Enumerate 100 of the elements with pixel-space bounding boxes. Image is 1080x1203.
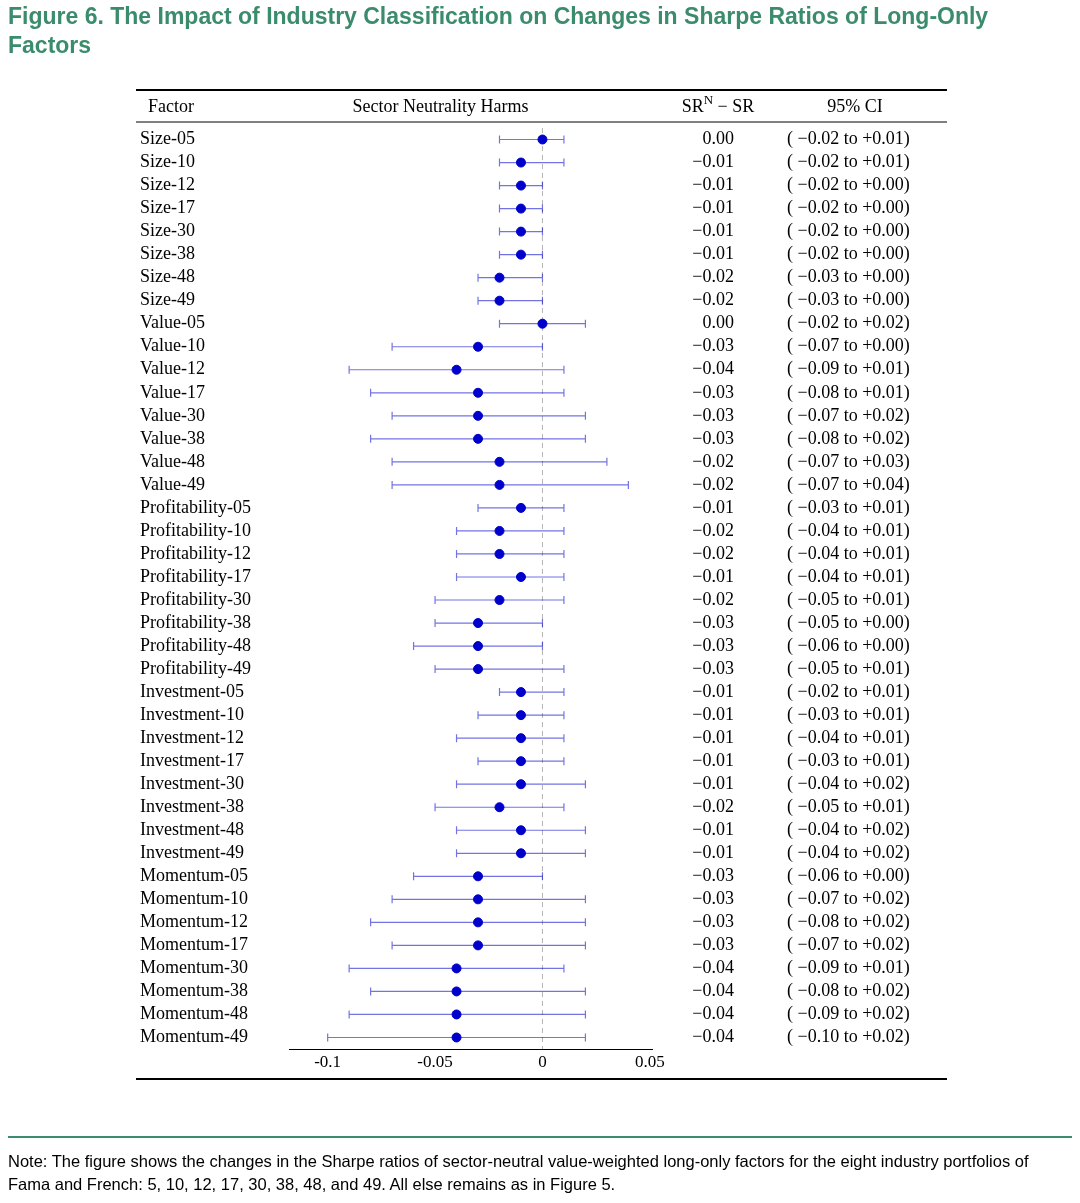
data-label: −0.01	[692, 174, 734, 195]
point	[494, 595, 505, 606]
point	[473, 871, 484, 882]
point	[537, 318, 548, 329]
data-label: −0.03	[692, 888, 734, 909]
point	[494, 802, 505, 813]
point	[473, 917, 484, 928]
data-label: −0.03	[692, 611, 734, 632]
x-tick-label: -0.1	[314, 1051, 342, 1071]
text: ( −0.04 to +0.01)	[787, 519, 910, 541]
point	[473, 618, 484, 629]
data-label: −0.02	[692, 266, 734, 287]
data-label: −0.01	[692, 496, 734, 517]
y-tick-label: Value-12	[140, 358, 205, 379]
data-label: −0.04	[692, 957, 734, 978]
y-tick-label: Value-38	[140, 427, 205, 448]
y-tick-label: Investment-17	[140, 749, 244, 770]
text: ( −0.02 to +0.01)	[787, 680, 910, 702]
point	[515, 203, 526, 214]
y-tick-label: Momentum-48	[140, 1003, 248, 1024]
point	[515, 571, 526, 582]
point	[494, 525, 505, 536]
y-tick-label: Momentum-10	[140, 888, 248, 909]
text: Note: The figure shows the changes in the Sharpe ratios of sector-neutral value-weighted long-only factors for the eight industry portfolios of Fama and French: 5, 10, 12, 17, 30, 38, 48, and 49. All else remains as in Figure 5.	[8, 1151, 1030, 1195]
x-tick-label: 0	[538, 1051, 547, 1071]
text: ( −0.04 to +0.02)	[787, 819, 910, 840]
y-axis-title: Factor	[148, 95, 194, 116]
text: 95% CI	[827, 95, 883, 116]
text: ( −0.09 to +0.01)	[787, 358, 910, 380]
text: ( −0.03 to +0.01)	[787, 703, 910, 725]
text: ( −0.04 to +0.01)	[787, 565, 910, 587]
y-tick-label: Size-10	[140, 151, 195, 172]
data-label: −0.04	[692, 1026, 734, 1047]
y-tick-label: Investment-12	[140, 726, 244, 747]
text: ( −0.07 to +0.02)	[787, 934, 910, 956]
data-label: −0.03	[692, 427, 734, 448]
point	[515, 779, 526, 790]
y-tick-label: Investment-05	[140, 680, 244, 701]
y-tick-label: Investment-30	[140, 772, 244, 793]
y-tick-label: Value-05	[140, 312, 205, 333]
data-label: −0.03	[692, 934, 734, 955]
data-label: −0.04	[692, 358, 734, 379]
text: ( −0.02 to +0.00)	[787, 197, 910, 219]
data-label: −0.04	[692, 980, 734, 1001]
text: ( −0.05 to +0.01)	[787, 795, 910, 817]
y-tick-label: Size-12	[140, 174, 195, 195]
point	[515, 733, 526, 744]
data-label: −0.01	[692, 565, 734, 586]
point	[515, 848, 526, 859]
text: ( −0.10 to +0.02)	[787, 1026, 910, 1048]
y-tick-label: Profitability-49	[140, 657, 251, 678]
y-tick-label: Value-10	[140, 335, 205, 356]
text: ( −0.08 to +0.02)	[787, 427, 910, 449]
y-tick-label: Value-48	[140, 450, 205, 471]
text: ( −0.02 to +0.00)	[787, 174, 910, 196]
text: ( −0.03 to +0.01)	[787, 496, 910, 518]
point	[494, 479, 505, 490]
text: ( −0.04 to +0.01)	[787, 542, 910, 564]
text: ( −0.06 to +0.00)	[787, 865, 910, 887]
data-label: −0.03	[692, 634, 734, 655]
data-label: −0.02	[692, 588, 734, 609]
text: ( −0.04 to +0.01)	[787, 726, 910, 748]
data-label: −0.02	[692, 542, 734, 563]
text: ( −0.08 to +0.02)	[787, 911, 910, 933]
point	[451, 1032, 462, 1043]
data-label: −0.02	[692, 473, 734, 494]
data-label: −0.03	[692, 381, 734, 402]
y-tick-label: Investment-38	[140, 795, 244, 816]
text: ( −0.08 to +0.02)	[787, 980, 910, 1002]
point	[515, 687, 526, 698]
data-label: −0.02	[692, 450, 734, 471]
data-label: −0.01	[692, 680, 734, 701]
text: ( −0.03 to +0.01)	[787, 749, 910, 771]
text: ( −0.03 to +0.00)	[787, 289, 910, 311]
text: ( −0.05 to +0.01)	[787, 657, 910, 679]
y-tick-label: Size-30	[140, 220, 195, 241]
x-axis-title: Sector Neutrality Harms	[352, 95, 529, 116]
text: ( −0.02 to +0.00)	[787, 243, 910, 265]
data-label: −0.01	[692, 842, 734, 863]
text: ( −0.07 to +0.02)	[787, 404, 910, 426]
y-tick-label: Value-30	[140, 404, 205, 425]
point	[515, 502, 526, 513]
y-tick-label: Value-17	[140, 381, 205, 402]
point	[473, 387, 484, 398]
data-label: −0.01	[692, 220, 734, 241]
y-tick-label: Investment-10	[140, 703, 244, 724]
y-tick-label: Size-48	[140, 266, 195, 287]
point	[473, 940, 484, 951]
data-label: −0.02	[692, 519, 734, 540]
data-label: −0.01	[692, 151, 734, 172]
data-label: −0.03	[692, 404, 734, 425]
point	[451, 963, 462, 974]
point	[515, 157, 526, 168]
data-label: 0.00	[702, 128, 734, 149]
text: ( −0.02 to +0.01)	[787, 128, 910, 150]
point	[494, 295, 505, 306]
data-label: −0.01	[692, 197, 734, 218]
point	[494, 548, 505, 559]
y-tick-label: Size-05	[140, 128, 195, 149]
y-tick-label: Investment-48	[140, 819, 244, 839]
